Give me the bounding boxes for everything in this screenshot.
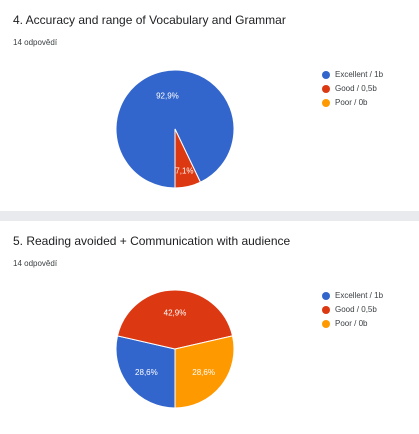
legend-swatch-icon — [322, 98, 330, 107]
pie-slice-good — [116, 289, 234, 350]
question-title: 4. Accuracy and range of Vocabulary and … — [13, 13, 286, 27]
pie-data-label: 42,9% — [164, 308, 187, 317]
response-count: 14 odpovědí — [13, 38, 58, 47]
pie-chart: 28,6% 42,9% 28,6% — [115, 289, 235, 409]
legend-label: Good / 0,5b — [335, 305, 377, 314]
legend-swatch-icon — [322, 70, 330, 79]
legend-item: Poor / 0b — [322, 96, 383, 109]
legend-item: Excellent / 1b — [322, 289, 383, 302]
legend-swatch-icon — [322, 291, 330, 300]
legend-label: Excellent / 1b — [335, 291, 384, 300]
question-title: 5. Reading avoided + Communication with … — [13, 234, 291, 248]
pie-slice-good — [174, 128, 202, 189]
legend-item: Poor / 0b — [322, 317, 383, 330]
legend-label: Poor / 0b — [335, 98, 368, 107]
response-count: 14 odpovědí — [13, 259, 58, 268]
legend-item: Excellent / 1b — [322, 68, 383, 81]
legend-swatch-icon — [322, 305, 330, 314]
legend-label: Good / 0,5b — [335, 84, 377, 93]
pie-data-label: 92,9% — [156, 92, 179, 101]
legend-label: Excellent / 1b — [335, 70, 384, 79]
question-card-5: 5. Reading avoided + Communication with … — [0, 221, 419, 434]
pie-chart: 92,9% 7,1% — [115, 69, 235, 189]
pie-data-label: 28,6% — [192, 368, 215, 377]
pie-slice-poor — [174, 335, 235, 409]
pie-data-label: 7,1% — [175, 166, 193, 175]
chart-legend: Excellent / 1b Good / 0,5b Poor / 0b — [322, 68, 383, 110]
card-separator — [0, 211, 419, 221]
legend-item: Good / 0,5b — [322, 303, 383, 316]
legend-swatch-icon — [322, 319, 330, 328]
legend-swatch-icon — [322, 84, 330, 93]
question-card-4: 4. Accuracy and range of Vocabulary and … — [0, 0, 419, 211]
pie-slice-excellent — [115, 335, 176, 409]
legend-item: Good / 0,5b — [322, 82, 383, 95]
legend-label: Poor / 0b — [335, 319, 368, 328]
chart-legend: Excellent / 1b Good / 0,5b Poor / 0b — [322, 289, 383, 331]
pie-data-label: 28,6% — [135, 368, 158, 377]
